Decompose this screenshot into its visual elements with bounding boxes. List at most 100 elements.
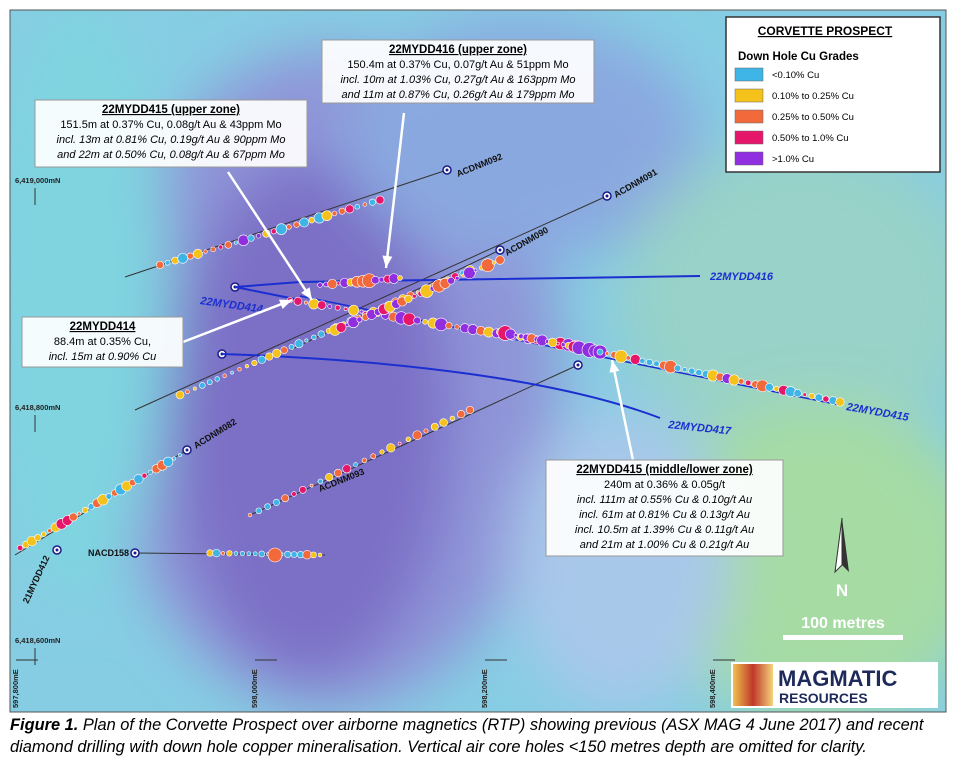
intercept bbox=[177, 252, 189, 264]
intercept bbox=[141, 472, 148, 479]
intercept bbox=[246, 551, 252, 557]
intercept bbox=[68, 512, 78, 522]
intercept bbox=[155, 260, 165, 270]
intercept bbox=[199, 382, 206, 389]
intercept bbox=[413, 316, 422, 325]
intercept bbox=[317, 282, 323, 288]
logo-line2: RESOURCES bbox=[779, 690, 868, 706]
intercept bbox=[629, 354, 641, 365]
intercept bbox=[222, 373, 227, 378]
callout-line: 150.4m at 0.37% Cu, 0.07g/t Au & 51ppm M… bbox=[347, 59, 568, 71]
intercept bbox=[147, 469, 153, 475]
easting-label: 598,400mE bbox=[708, 669, 717, 708]
callout-line: and 11m at 0.87% Cu, 0.26g/t Au & 179ppm… bbox=[342, 89, 575, 101]
intercept bbox=[793, 389, 802, 398]
intercept bbox=[423, 428, 429, 434]
callout-line: and 22m at 0.50% Cu, 0.08g/t Au & 67ppm … bbox=[57, 149, 285, 161]
callout-box bbox=[545, 459, 784, 557]
intercept bbox=[97, 494, 109, 506]
intercept bbox=[286, 224, 292, 230]
intercept bbox=[445, 322, 453, 330]
intercept bbox=[745, 379, 752, 386]
north-arrow bbox=[842, 518, 849, 572]
intercept bbox=[317, 300, 327, 310]
intercept bbox=[210, 246, 216, 253]
intercept bbox=[480, 258, 495, 272]
intercept bbox=[491, 260, 496, 265]
intercept bbox=[308, 216, 315, 224]
intercept bbox=[359, 309, 364, 314]
callout-line: and 21m at 1.00% Cu & 0.21g/t Au bbox=[580, 539, 750, 551]
intercept bbox=[233, 551, 239, 556]
intercept bbox=[333, 468, 343, 478]
intercept bbox=[280, 346, 288, 354]
intercept bbox=[639, 357, 646, 364]
intercept bbox=[495, 255, 505, 265]
intercept bbox=[560, 342, 566, 348]
intercept bbox=[356, 316, 363, 323]
callout-arrowhead bbox=[382, 255, 393, 268]
callout-line: 88.4m at 0.35% Cu, bbox=[54, 336, 151, 348]
north-label: N bbox=[836, 581, 848, 600]
intercept bbox=[513, 333, 518, 338]
intercept bbox=[375, 195, 385, 205]
intercept bbox=[294, 339, 304, 349]
callout-title: 22MYDD416 (upper zone) bbox=[389, 44, 527, 56]
intercept bbox=[371, 275, 380, 285]
intercept bbox=[226, 550, 233, 557]
caption-text: Plan of the Corvette Prospect over airbo… bbox=[10, 716, 924, 756]
legend-title: CORVETTE PROSPECT bbox=[758, 24, 893, 38]
intercept bbox=[237, 234, 250, 247]
intercept bbox=[325, 473, 334, 482]
intercept bbox=[304, 338, 309, 343]
intercept bbox=[688, 367, 696, 375]
callout-line: incl. 13m at 0.81% Cu, 0.19g/t Au & 90pp… bbox=[57, 134, 286, 146]
callout-line: 151.5m at 0.37% Cu, 0.08g/t Au & 43ppm M… bbox=[60, 119, 281, 131]
intercept bbox=[378, 276, 385, 283]
callout-line: incl. 15m at 0.90% Cu bbox=[49, 351, 157, 363]
callout-box bbox=[321, 39, 595, 104]
callout-title: 22MYDD414 bbox=[70, 321, 136, 333]
legend-swatch bbox=[734, 151, 764, 166]
intercept bbox=[802, 392, 807, 397]
callout-arrow bbox=[182, 298, 293, 344]
intercept bbox=[309, 483, 314, 488]
callout-line: incl. 10m at 1.03% Cu, 0.27g/t Au & 163p… bbox=[340, 74, 575, 86]
labels: ACDNM092ACDNM091ACDNM09022MYDD41622MYDD4… bbox=[11, 16, 941, 708]
intercept bbox=[265, 352, 274, 361]
intercept bbox=[463, 266, 476, 280]
intercept bbox=[105, 493, 113, 500]
easting-label: 597,800mE bbox=[11, 669, 20, 708]
intercept bbox=[728, 374, 740, 386]
intercept bbox=[133, 474, 144, 485]
intercept bbox=[293, 296, 303, 306]
legend-label: <0.10% Cu bbox=[772, 70, 819, 81]
callout-box bbox=[21, 316, 184, 368]
callout-line: incl. 10.5m at 1.39% Cu & 0.11g/t Au bbox=[575, 524, 754, 536]
intercept bbox=[335, 322, 347, 333]
collar-dot bbox=[576, 363, 580, 367]
intercept bbox=[473, 268, 478, 273]
drill-trace bbox=[134, 195, 608, 411]
intercept bbox=[379, 449, 385, 455]
intercept bbox=[738, 378, 745, 385]
intercept bbox=[412, 294, 417, 299]
intercept bbox=[338, 207, 346, 215]
intercept bbox=[334, 304, 341, 311]
intercept bbox=[270, 228, 277, 235]
intercept bbox=[81, 506, 89, 514]
intercept bbox=[192, 386, 197, 391]
legend-swatch bbox=[734, 67, 764, 82]
callout-title: 22MYDD415 (middle/lower zone) bbox=[576, 464, 753, 476]
intercept bbox=[653, 360, 660, 367]
intercept bbox=[447, 276, 455, 285]
callout-line: incl. 61m at 0.81% Cu & 0.13g/t Au bbox=[579, 509, 750, 521]
intercept bbox=[255, 507, 263, 515]
intercept bbox=[370, 453, 377, 460]
intercept bbox=[614, 349, 628, 363]
collar-dot bbox=[498, 248, 502, 252]
intercept bbox=[404, 294, 413, 303]
intercept bbox=[175, 390, 185, 400]
intercept bbox=[317, 552, 323, 558]
